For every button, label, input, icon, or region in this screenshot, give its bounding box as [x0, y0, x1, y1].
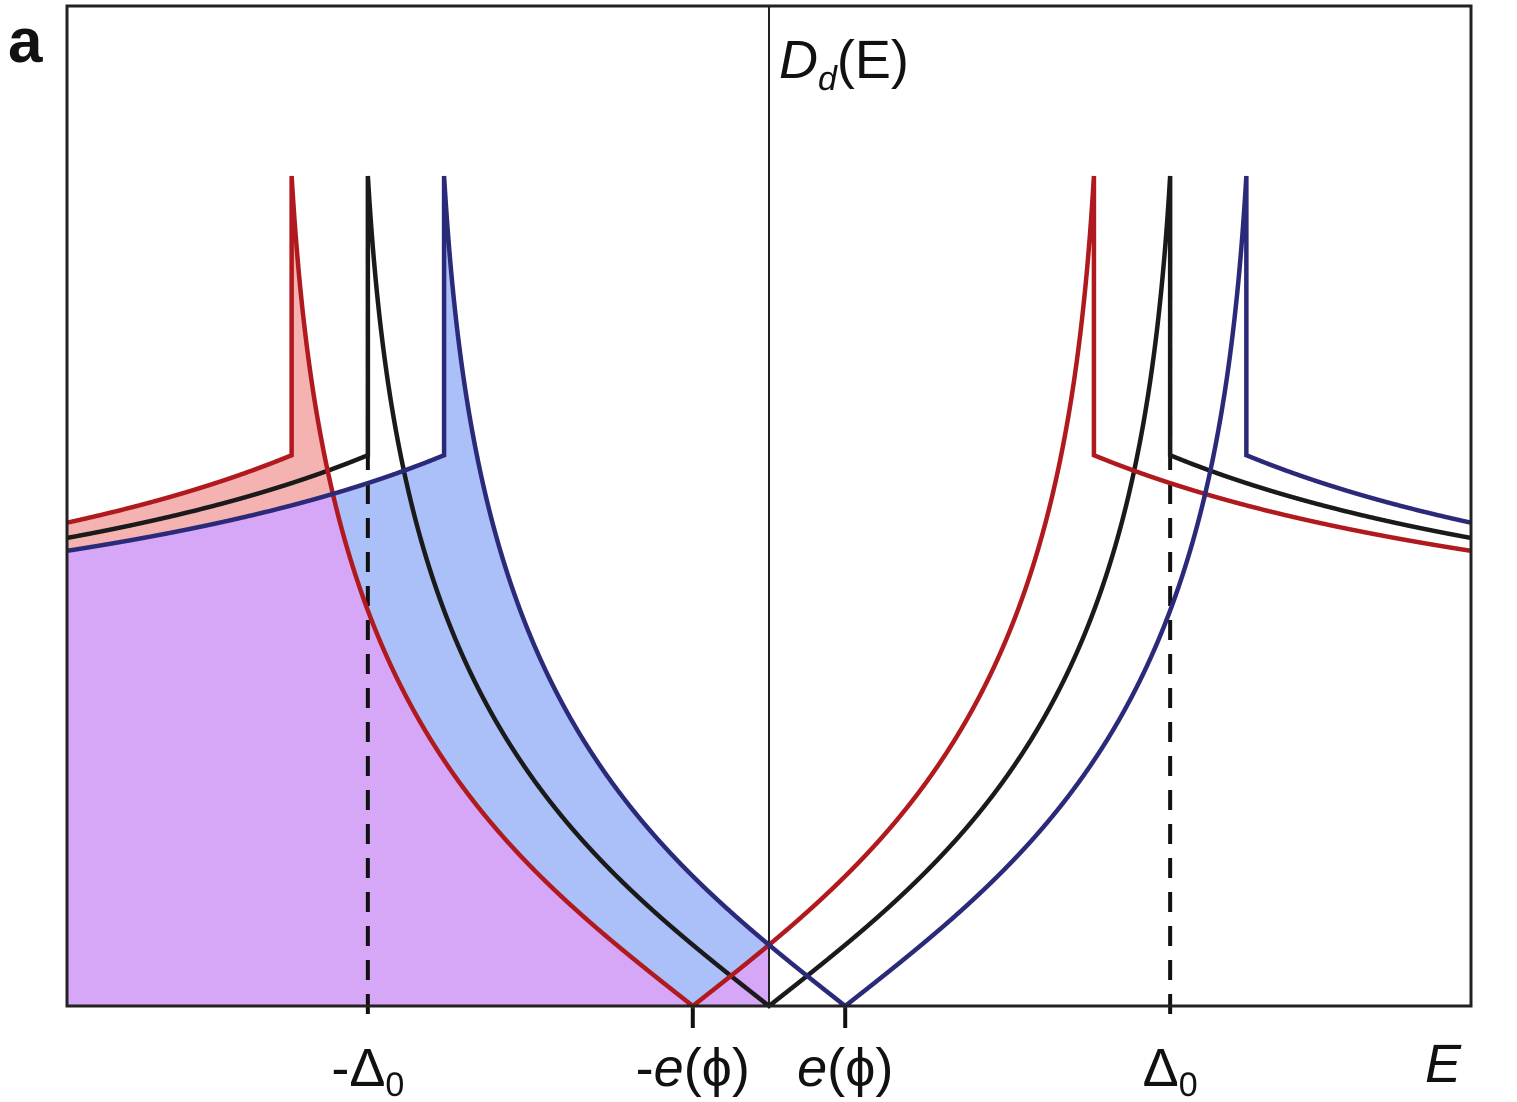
- x-tick-labels: -Δ0 -e(ϕ) e(ϕ) Δ0: [331, 1038, 1197, 1102]
- x-tick-label: e(ϕ): [797, 1038, 893, 1098]
- blue-excess-fill: [67, 176, 769, 1006]
- plot-frame: [65, 4, 1473, 1008]
- guide-lines: [365, 6, 1173, 1028]
- curve-shifted-right: [66, 175, 1472, 1009]
- x-tick-label: -Δ0: [331, 1038, 404, 1102]
- overlap-fill: [67, 493, 769, 1007]
- y-label-argument: (E): [837, 30, 909, 90]
- y-label-subscript: d: [818, 60, 838, 98]
- x-tick-label: Δ0: [1143, 1038, 1198, 1102]
- y-label-main: D: [779, 30, 818, 90]
- y-axis-label: Dd(E): [779, 30, 909, 98]
- x-tick-label: -e(ϕ): [636, 1038, 750, 1098]
- shaded-regions: [67, 176, 769, 1007]
- x-axis-label: E: [1425, 1034, 1462, 1094]
- panel-label: a: [8, 7, 43, 76]
